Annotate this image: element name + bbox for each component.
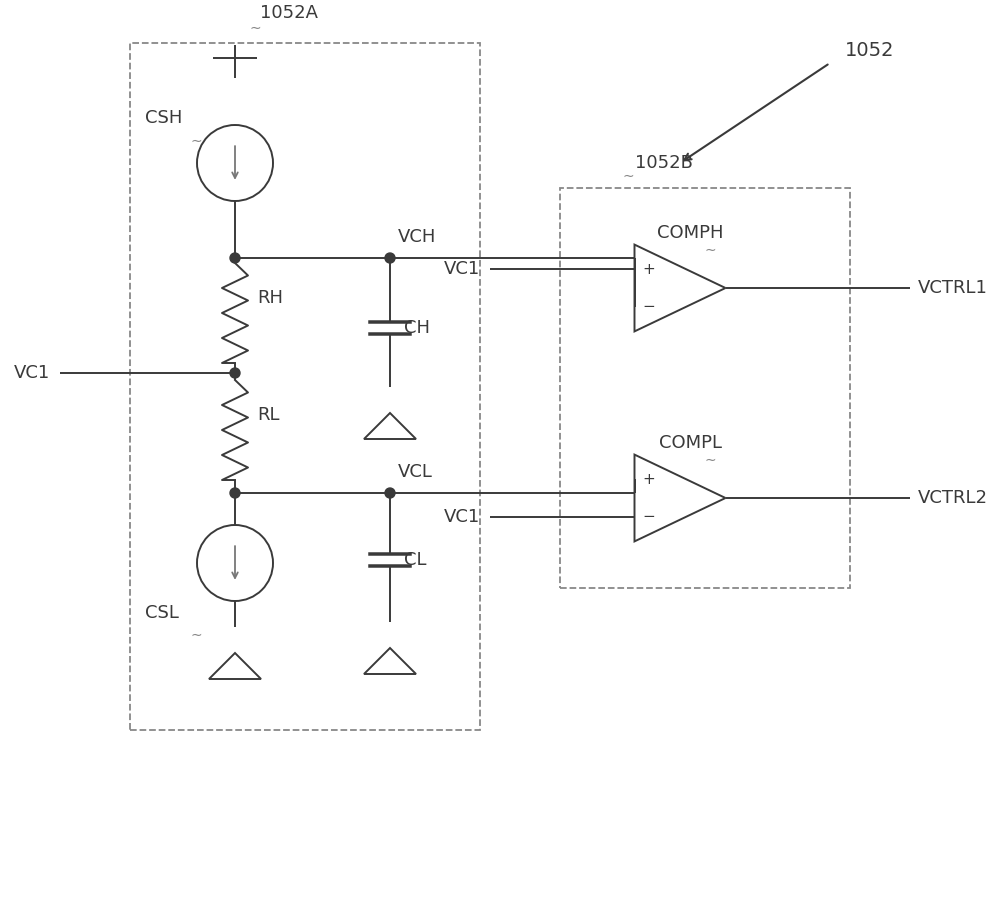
Text: 1052: 1052 bbox=[845, 40, 895, 60]
Text: −: − bbox=[642, 299, 655, 314]
Text: CL: CL bbox=[404, 551, 426, 569]
Text: ∼: ∼ bbox=[704, 453, 716, 466]
Bar bbox=[560, 188, 850, 588]
Text: VCH: VCH bbox=[398, 228, 436, 246]
Circle shape bbox=[230, 488, 240, 498]
Text: RH: RH bbox=[257, 289, 283, 307]
Text: ∼: ∼ bbox=[190, 134, 202, 148]
Text: ∼: ∼ bbox=[622, 169, 634, 183]
Circle shape bbox=[385, 488, 395, 498]
Text: VCTRL1: VCTRL1 bbox=[918, 279, 988, 297]
Text: −: − bbox=[642, 509, 655, 524]
Text: +: + bbox=[642, 262, 655, 276]
Text: COMPH: COMPH bbox=[657, 224, 723, 242]
Text: VC1: VC1 bbox=[444, 260, 480, 278]
Text: ∼: ∼ bbox=[249, 21, 261, 35]
Text: COMPL: COMPL bbox=[658, 434, 722, 453]
Text: ∼: ∼ bbox=[704, 242, 716, 256]
Circle shape bbox=[385, 253, 395, 263]
Text: VC1: VC1 bbox=[14, 364, 50, 382]
Text: ∼: ∼ bbox=[190, 628, 202, 642]
Text: RL: RL bbox=[257, 406, 280, 424]
Circle shape bbox=[230, 368, 240, 378]
Text: VCL: VCL bbox=[398, 463, 433, 481]
Text: 1052A: 1052A bbox=[260, 4, 318, 22]
Text: 1052B: 1052B bbox=[635, 154, 693, 172]
Bar bbox=[130, 43, 480, 730]
Text: +: + bbox=[642, 472, 655, 487]
Text: CSL: CSL bbox=[145, 604, 179, 622]
Text: CSH: CSH bbox=[145, 109, 182, 127]
Text: VCTRL2: VCTRL2 bbox=[918, 489, 988, 507]
Circle shape bbox=[230, 253, 240, 263]
Text: CH: CH bbox=[404, 319, 430, 337]
Text: VC1: VC1 bbox=[444, 508, 480, 526]
